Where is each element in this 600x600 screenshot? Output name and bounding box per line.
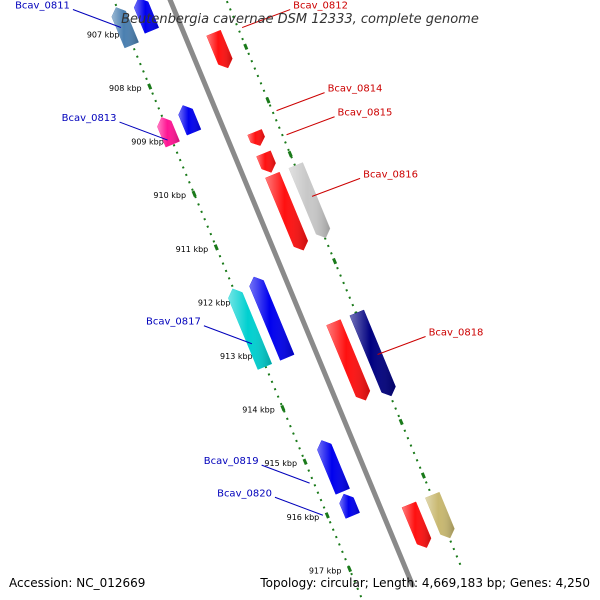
genome-backbone	[167, 0, 415, 588]
gene-arrow-shading	[425, 492, 455, 538]
label-leader-line	[276, 92, 325, 112]
gene-label[interactable]: Bcav_0820	[217, 488, 272, 499]
tick-label: 909 kbp	[131, 138, 164, 147]
gene-feature[interactable]	[401, 501, 432, 548]
tick-label: 908 kbp	[109, 84, 142, 93]
gene-feature[interactable]	[178, 105, 202, 136]
gene-label[interactable]: Bcav_0812	[293, 1, 348, 12]
gene-feature[interactable]	[247, 129, 265, 146]
gene-feature[interactable]	[249, 276, 295, 361]
gene-label[interactable]: Bcav_0815	[338, 108, 393, 119]
topology-text: Topology: circular; Length: 4,669,183 bp…	[260, 576, 590, 590]
tick-label: 912 kbp	[198, 298, 231, 307]
tick-label: 915 kbp	[264, 459, 297, 468]
tick-mark	[324, 512, 330, 519]
gene-feature[interactable]	[157, 117, 180, 148]
label-leader-line	[377, 336, 426, 355]
tick-mark	[265, 97, 271, 104]
tick-mark	[332, 257, 338, 265]
label-leader-line	[203, 325, 253, 345]
tick-label: 907 kbp	[87, 30, 120, 39]
tick-mark	[243, 43, 249, 51]
tick-mark	[147, 83, 153, 90]
tick-label: 917 kbp	[309, 566, 342, 575]
gene-arrow-shading	[339, 494, 360, 519]
gene-feature[interactable]	[206, 29, 233, 69]
gene-arrow-shading	[228, 288, 272, 370]
left-tick-track	[112, 0, 364, 600]
gene-feature[interactable]	[265, 171, 309, 251]
gene-feature[interactable]	[133, 0, 160, 34]
gene-arrow-shading	[249, 277, 295, 361]
gene-feature[interactable]	[317, 440, 350, 495]
label-leader-line	[241, 9, 291, 28]
gene-feature[interactable]	[339, 493, 360, 519]
tick-mark	[191, 190, 197, 198]
label-leader-line	[119, 121, 168, 141]
label-leader-line	[286, 116, 335, 136]
tick-label: 911 kbp	[176, 245, 209, 254]
gene-arrow-shading	[288, 162, 330, 238]
gene-arrow-shading	[326, 319, 370, 401]
gene-arrow-shading	[206, 30, 233, 68]
gene-feature[interactable]	[256, 150, 276, 173]
gene-label[interactable]: Bcav_0811	[15, 1, 70, 12]
gene-arrow-shading	[349, 310, 396, 396]
gene-label[interactable]: Bcav_0819	[204, 456, 259, 467]
gene-arrow-shading	[402, 501, 431, 548]
gene-label[interactable]: Bcav_0817	[146, 317, 201, 328]
gene-label[interactable]: Bcav_0816	[363, 169, 418, 180]
gene-arrow-shading	[247, 129, 265, 146]
tick-label: 914 kbp	[242, 406, 275, 415]
gene-arrow-shading	[265, 172, 308, 251]
label-leader-line	[261, 464, 310, 484]
gene-label[interactable]: Bcav_0814	[328, 84, 383, 95]
tick-label: 910 kbp	[153, 191, 186, 200]
tick-mark	[302, 458, 308, 466]
gene-label[interactable]: Bcav_0818	[429, 327, 484, 338]
tick-mark	[420, 472, 426, 479]
gene-arrow-shading	[111, 7, 139, 48]
right-tick-track	[225, 0, 462, 566]
tick-mark	[280, 404, 286, 412]
gene-arrow-shading	[178, 105, 201, 136]
tick-mark	[213, 244, 219, 251]
gene-feature[interactable]	[349, 309, 396, 397]
gene-arrow-shading	[157, 117, 180, 148]
gene-feature[interactable]	[425, 491, 455, 539]
tick-label: 913 kbp	[220, 352, 253, 361]
tick-mark	[347, 565, 352, 573]
gene-feature[interactable]	[228, 288, 273, 370]
accession-text: Accession: NC_012669	[9, 576, 146, 590]
label-leader-line	[274, 496, 324, 516]
tick-mark	[398, 418, 404, 426]
gene-label[interactable]: Bcav_0813	[62, 113, 117, 124]
gene-feature[interactable]	[111, 7, 139, 49]
gene-arrow-shading	[317, 440, 350, 495]
map-title: Beutenbergia cavernae DSM 12333, complet…	[121, 12, 479, 27]
label-leader-line	[72, 9, 122, 28]
gene-feature[interactable]	[288, 162, 331, 239]
gene-arrow-shading	[256, 150, 276, 173]
tick-mark	[287, 150, 293, 158]
gene-feature[interactable]	[326, 319, 371, 401]
label-leader-line	[311, 177, 361, 197]
tick-label: 916 kbp	[287, 513, 320, 522]
gene-arrow-shading	[134, 0, 159, 34]
